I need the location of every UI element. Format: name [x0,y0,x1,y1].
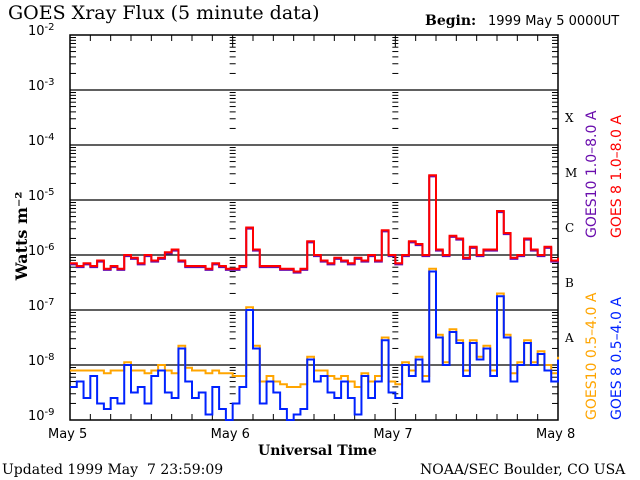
y-tick-exponent: -3 [44,77,55,88]
flare-class-label: M [565,165,578,180]
flare-class-label: B [565,275,574,290]
series-line-3 [70,270,559,421]
y-tick-base: 10 [28,189,45,204]
y-tick-exponent: -6 [44,242,55,253]
x-tick-label: May 7 [373,427,413,442]
flare-class-label: C [565,220,575,235]
legend-goes10-short: GOES10 0.5–4.0 A [584,292,600,420]
y-tick-label: 10-5 [28,187,55,204]
chart-title: GOES Xray Flux (5 minute data) [8,2,320,24]
x-tick-label: May 5 [48,427,88,442]
series-line-1 [70,174,559,273]
y-tick-label: 10-6 [28,242,55,259]
y-tick-exponent: -2 [44,22,55,33]
y-tick-exponent: -8 [44,352,55,363]
y-tick-label: 10-3 [28,77,55,94]
y-tick-label: 10-7 [28,297,55,314]
legend-goes8-long: GOES 8 1.0–8.0 A [609,115,625,238]
x-axis-title: Universal Time [258,443,377,459]
credit-text: NOAA/SEC Boulder, CO USA [420,462,626,478]
y-tick-label: 10-8 [28,352,55,369]
legend-goes8-short: GOES 8 0.5–4.0 A [609,297,625,420]
y-tick-base: 10 [28,79,45,94]
series-line-0 [70,175,559,274]
y-tick-exponent: -9 [44,407,55,418]
updated-timestamp: Updated 1999 May 7 23:59:09 [2,462,224,478]
x-tick-label: May 8 [536,427,576,442]
y-tick-base: 10 [28,24,45,39]
y-tick-exponent: -5 [44,187,55,198]
y-tick-exponent: -4 [44,132,55,143]
y-tick-label: 10-2 [28,22,55,39]
begin-value: 1999 May 5 0000UT [488,14,620,29]
y-tick-label: 10-4 [28,132,55,149]
flare-class-label: X [565,110,574,125]
legend-goes10-long: GOES10 1.0–8.0 A [584,110,600,238]
y-tick-base: 10 [28,354,45,369]
x-tick-label: May 6 [210,427,250,442]
y-tick-base: 10 [28,409,45,424]
y-tick-base: 10 [28,134,45,149]
y-tick-exponent: -7 [44,297,55,308]
y-axis-title: Watts m⁻² [12,191,31,281]
y-tick-base: 10 [28,299,45,314]
y-tick-label: 10-9 [28,407,55,424]
flare-class-label: A [565,330,574,345]
y-tick-base: 10 [28,244,45,259]
begin-label: Begin: [425,13,477,29]
